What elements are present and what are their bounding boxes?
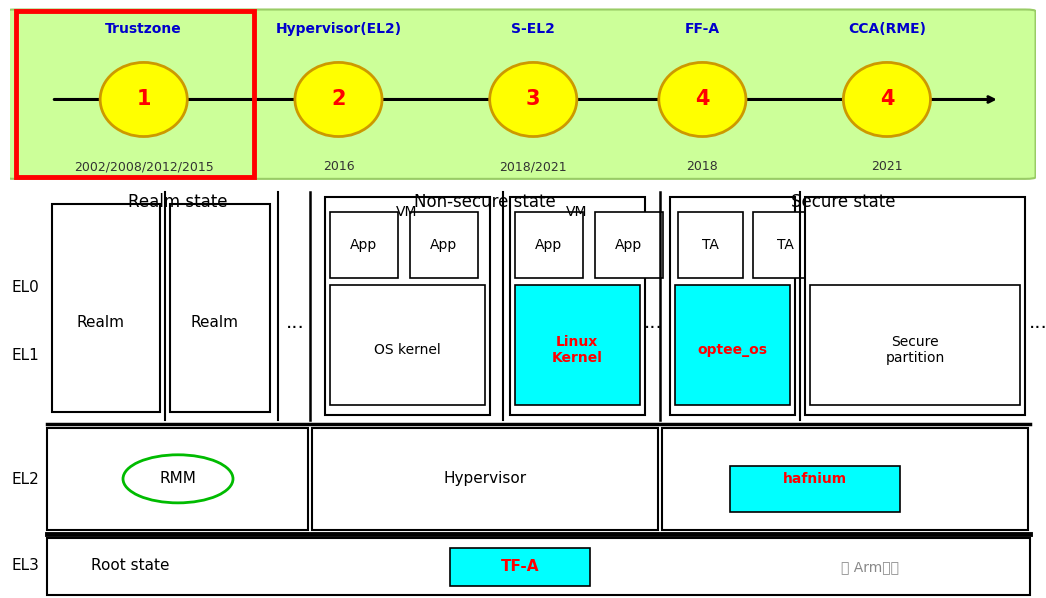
Bar bbox=[47, 428, 308, 530]
Text: Trustzone: Trustzone bbox=[106, 22, 182, 36]
Text: 2021: 2021 bbox=[871, 160, 903, 173]
Ellipse shape bbox=[123, 455, 233, 503]
Text: EL3: EL3 bbox=[12, 559, 39, 573]
Text: App: App bbox=[615, 239, 642, 252]
Text: 4: 4 bbox=[880, 90, 894, 109]
Text: TF-A: TF-A bbox=[501, 560, 540, 575]
Bar bbox=[678, 212, 743, 277]
Text: RMM: RMM bbox=[160, 471, 197, 486]
Text: Secure state: Secure state bbox=[791, 193, 895, 212]
Text: CCA(RME): CCA(RME) bbox=[848, 22, 926, 36]
Bar bbox=[810, 285, 1020, 405]
Text: Hypervisor(EL2): Hypervisor(EL2) bbox=[275, 22, 402, 36]
Bar bbox=[170, 205, 270, 412]
Text: 3: 3 bbox=[526, 90, 541, 109]
Ellipse shape bbox=[843, 62, 931, 136]
Ellipse shape bbox=[295, 62, 382, 136]
Bar bbox=[515, 212, 583, 277]
Text: TA: TA bbox=[702, 239, 719, 252]
Ellipse shape bbox=[659, 62, 746, 136]
Text: Realm state: Realm state bbox=[129, 193, 228, 212]
Bar bbox=[16, 11, 254, 177]
Text: EL0: EL0 bbox=[12, 280, 39, 295]
Bar bbox=[410, 212, 478, 277]
Text: 2016: 2016 bbox=[322, 160, 355, 173]
Bar bbox=[510, 197, 645, 415]
Bar bbox=[753, 212, 818, 277]
Text: ...: ... bbox=[643, 313, 662, 332]
Text: Non-secure state: Non-secure state bbox=[414, 193, 555, 212]
Text: 2002/2008/2012/2015: 2002/2008/2012/2015 bbox=[74, 160, 213, 173]
Bar bbox=[325, 197, 490, 415]
Bar bbox=[450, 548, 590, 586]
Text: TA: TA bbox=[776, 239, 794, 252]
Bar bbox=[329, 212, 397, 277]
Text: App: App bbox=[536, 239, 563, 252]
Text: FF-A: FF-A bbox=[685, 22, 720, 36]
Text: optee_os: optee_os bbox=[697, 343, 767, 356]
Text: Linux
Kernel: Linux Kernel bbox=[551, 334, 602, 365]
Text: 2018: 2018 bbox=[686, 160, 719, 173]
Text: VM: VM bbox=[396, 206, 417, 219]
Bar bbox=[329, 285, 485, 405]
Text: hafnium: hafnium bbox=[783, 472, 847, 486]
Text: 2018/2021: 2018/2021 bbox=[499, 160, 567, 173]
Bar bbox=[595, 212, 663, 277]
Text: Realm: Realm bbox=[191, 315, 238, 330]
Text: Realm: Realm bbox=[76, 315, 124, 330]
FancyBboxPatch shape bbox=[5, 10, 1036, 179]
Bar bbox=[670, 197, 795, 415]
Text: 1: 1 bbox=[136, 90, 151, 109]
Text: 4: 4 bbox=[696, 90, 709, 109]
Ellipse shape bbox=[490, 62, 576, 136]
Bar bbox=[662, 428, 1028, 530]
Text: EL1: EL1 bbox=[12, 348, 39, 363]
Bar bbox=[730, 466, 900, 512]
Text: App: App bbox=[350, 239, 378, 252]
Text: ...: ... bbox=[1028, 313, 1046, 332]
Text: S-EL2: S-EL2 bbox=[511, 22, 555, 36]
Bar bbox=[805, 197, 1025, 415]
Ellipse shape bbox=[100, 62, 187, 136]
Text: Hypervisor: Hypervisor bbox=[444, 471, 526, 486]
Bar bbox=[52, 205, 160, 412]
Text: Root state: Root state bbox=[91, 559, 169, 573]
Bar bbox=[312, 428, 658, 530]
Text: Secure
partition: Secure partition bbox=[885, 334, 945, 365]
Text: EL2: EL2 bbox=[12, 472, 39, 487]
Text: VM: VM bbox=[566, 206, 588, 219]
Text: 🔘 Arm精选: 🔘 Arm精选 bbox=[841, 560, 899, 574]
Bar bbox=[515, 285, 640, 405]
Bar bbox=[675, 285, 790, 405]
Text: ...: ... bbox=[286, 313, 304, 332]
Text: 2: 2 bbox=[332, 90, 346, 109]
Bar bbox=[47, 538, 1030, 595]
Text: OS kernel: OS kernel bbox=[373, 343, 440, 356]
Text: App: App bbox=[430, 239, 458, 252]
